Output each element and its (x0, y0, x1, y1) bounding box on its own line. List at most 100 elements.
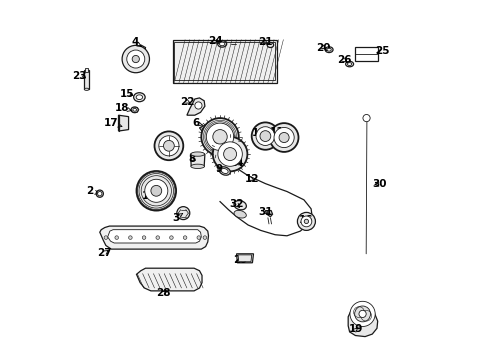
Circle shape (98, 192, 102, 196)
Circle shape (122, 45, 149, 73)
Circle shape (297, 212, 315, 230)
Circle shape (169, 236, 173, 239)
Circle shape (223, 148, 236, 161)
Polygon shape (190, 154, 204, 166)
Text: 17: 17 (104, 118, 122, 128)
Text: 30: 30 (371, 179, 386, 189)
Polygon shape (172, 40, 276, 83)
Ellipse shape (136, 95, 142, 100)
Circle shape (279, 132, 288, 143)
Circle shape (301, 216, 311, 227)
Polygon shape (107, 230, 201, 243)
Text: 15: 15 (120, 89, 135, 99)
Text: 6: 6 (192, 118, 202, 128)
Text: 5: 5 (214, 135, 224, 145)
Circle shape (206, 123, 233, 150)
Circle shape (126, 50, 144, 68)
Circle shape (104, 236, 107, 239)
Circle shape (362, 114, 369, 122)
Text: 14: 14 (229, 158, 244, 168)
Ellipse shape (133, 93, 145, 102)
Circle shape (212, 130, 227, 144)
Polygon shape (347, 307, 377, 337)
Text: 16: 16 (298, 215, 312, 225)
Text: 12: 12 (244, 174, 259, 184)
Circle shape (256, 127, 274, 145)
Circle shape (260, 131, 270, 141)
Circle shape (358, 310, 366, 318)
Ellipse shape (221, 168, 228, 174)
Circle shape (251, 122, 279, 150)
Polygon shape (131, 45, 145, 58)
Circle shape (154, 131, 183, 160)
Ellipse shape (133, 108, 136, 111)
Circle shape (144, 179, 167, 202)
Circle shape (203, 236, 206, 239)
Circle shape (128, 236, 132, 239)
Polygon shape (199, 121, 212, 132)
Text: 10: 10 (251, 128, 265, 138)
Ellipse shape (131, 107, 138, 113)
Polygon shape (236, 254, 253, 263)
Text: 22: 22 (179, 96, 194, 107)
Circle shape (218, 142, 242, 166)
Ellipse shape (347, 63, 351, 66)
Polygon shape (84, 70, 89, 89)
Polygon shape (118, 115, 128, 131)
Circle shape (269, 123, 298, 152)
Circle shape (197, 236, 200, 239)
Text: 26: 26 (337, 55, 351, 66)
Polygon shape (100, 226, 208, 249)
Circle shape (96, 190, 103, 197)
Circle shape (163, 140, 174, 151)
Text: 1: 1 (142, 191, 155, 201)
Text: 29: 29 (232, 255, 247, 265)
Circle shape (142, 236, 145, 239)
Bar (174, 42, 275, 80)
Circle shape (194, 102, 202, 109)
Text: 32: 32 (229, 199, 244, 210)
Ellipse shape (325, 47, 332, 53)
Text: 21: 21 (258, 37, 272, 48)
Circle shape (349, 301, 374, 327)
Ellipse shape (233, 201, 246, 210)
Text: 28: 28 (156, 288, 170, 298)
Text: 3: 3 (172, 213, 183, 223)
Text: 18: 18 (115, 103, 132, 113)
Circle shape (132, 55, 139, 63)
Ellipse shape (190, 152, 204, 156)
Text: 8: 8 (188, 154, 196, 164)
Text: 25: 25 (374, 46, 388, 56)
Text: 20: 20 (316, 42, 330, 53)
Ellipse shape (266, 42, 273, 48)
Ellipse shape (234, 210, 246, 218)
Text: 31: 31 (258, 207, 272, 217)
Ellipse shape (326, 48, 330, 51)
Circle shape (273, 127, 294, 148)
Text: 19: 19 (348, 324, 363, 334)
Text: 13: 13 (219, 142, 233, 152)
Circle shape (212, 137, 247, 171)
Text: 11: 11 (269, 127, 284, 138)
Text: 4: 4 (131, 37, 141, 48)
Text: 9: 9 (215, 164, 223, 174)
Circle shape (354, 306, 370, 322)
Circle shape (156, 236, 159, 239)
Ellipse shape (219, 42, 224, 46)
Polygon shape (265, 211, 272, 217)
Ellipse shape (190, 164, 204, 168)
Text: 24: 24 (208, 36, 223, 46)
Circle shape (159, 136, 179, 156)
Ellipse shape (219, 167, 230, 175)
Ellipse shape (84, 88, 89, 90)
Circle shape (183, 236, 186, 239)
Circle shape (201, 118, 238, 156)
Circle shape (151, 185, 162, 196)
Text: 27: 27 (97, 248, 112, 258)
Text: 2: 2 (86, 186, 99, 196)
Circle shape (177, 207, 189, 220)
Circle shape (115, 236, 118, 239)
Polygon shape (136, 268, 202, 291)
Polygon shape (238, 255, 251, 262)
Circle shape (304, 219, 308, 224)
